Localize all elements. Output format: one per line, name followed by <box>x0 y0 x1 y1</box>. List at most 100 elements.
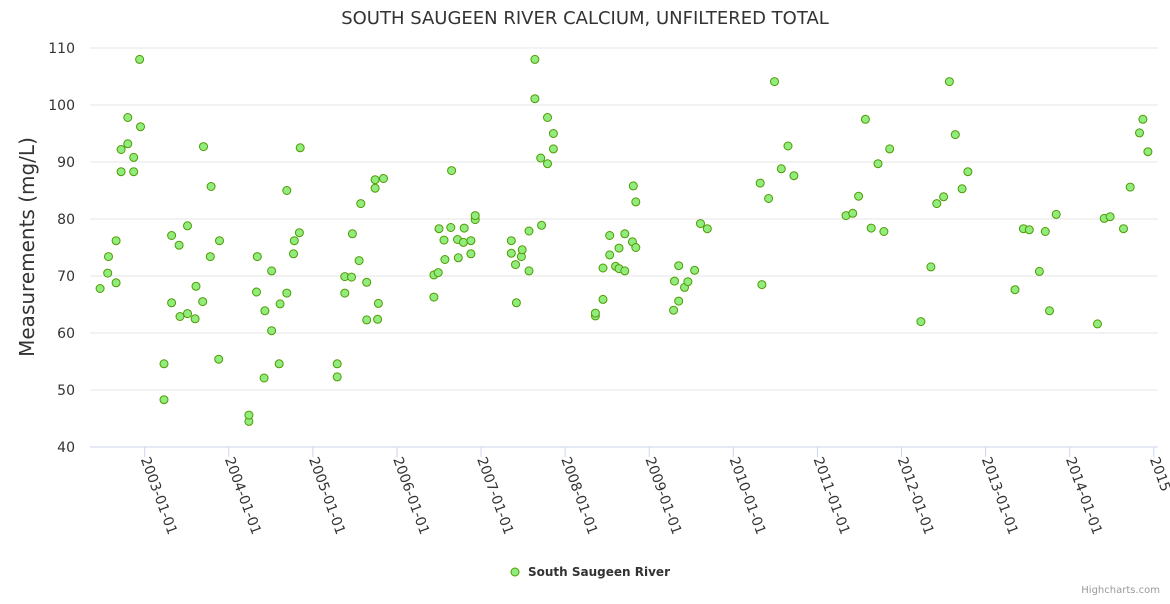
data-point[interactable] <box>282 186 292 195</box>
data-point[interactable] <box>175 312 185 321</box>
data-point[interactable] <box>690 265 700 275</box>
data-point[interactable] <box>1135 128 1144 138</box>
data-point[interactable] <box>104 252 113 262</box>
data-point[interactable] <box>620 266 630 276</box>
data-point[interactable] <box>590 308 600 318</box>
data-point[interactable] <box>885 144 895 154</box>
data-point[interactable] <box>957 184 967 194</box>
data-point[interactable] <box>362 277 372 287</box>
data-point[interactable] <box>434 224 444 234</box>
data-point[interactable] <box>340 288 350 298</box>
data-point[interactable] <box>783 141 793 151</box>
legend-symbol-icon[interactable] <box>510 567 520 577</box>
data-point[interactable] <box>1051 209 1061 219</box>
data-point[interactable] <box>854 191 864 201</box>
data-point[interactable] <box>598 294 608 304</box>
data-point[interactable] <box>466 236 476 246</box>
data-point[interactable] <box>267 326 277 336</box>
data-point[interactable] <box>136 122 145 132</box>
data-point[interactable] <box>429 292 439 302</box>
data-point[interactable] <box>379 174 388 183</box>
data-point[interactable] <box>433 268 443 278</box>
data-point[interactable] <box>347 229 357 239</box>
data-point[interactable] <box>466 249 476 259</box>
data-point[interactable] <box>1119 224 1128 234</box>
data-point[interactable] <box>116 167 126 177</box>
data-point[interactable] <box>135 54 145 64</box>
data-point[interactable] <box>259 373 269 383</box>
legend[interactable]: South Saugeen River <box>510 565 670 579</box>
data-point[interactable] <box>103 268 113 278</box>
data-point[interactable] <box>282 288 292 298</box>
data-point[interactable] <box>453 253 463 263</box>
data-point[interactable] <box>1143 147 1153 157</box>
data-point[interactable] <box>548 129 558 138</box>
data-point[interactable] <box>199 142 208 152</box>
data-point[interactable] <box>458 237 468 247</box>
data-points[interactable] <box>95 54 1153 426</box>
data-point[interactable] <box>524 226 534 236</box>
data-point[interactable] <box>214 354 224 364</box>
data-point[interactable] <box>167 231 177 240</box>
data-point[interactable] <box>267 266 277 276</box>
data-point[interactable] <box>631 243 641 252</box>
data-point[interactable] <box>506 248 516 258</box>
data-point[interactable] <box>873 159 883 169</box>
data-point[interactable] <box>111 278 121 288</box>
data-point[interactable] <box>950 130 960 140</box>
data-point[interactable] <box>129 167 139 177</box>
data-point[interactable] <box>191 281 201 291</box>
data-point[interactable] <box>620 229 630 239</box>
data-point[interactable] <box>244 410 254 420</box>
data-point[interactable] <box>605 250 615 260</box>
data-point[interactable] <box>370 175 380 185</box>
data-point[interactable] <box>1040 227 1050 236</box>
data-point[interactable] <box>789 171 799 181</box>
data-point[interactable] <box>159 395 169 405</box>
data-point[interactable] <box>755 178 765 188</box>
data-point[interactable] <box>1034 266 1044 276</box>
data-point[interactable] <box>1045 306 1054 316</box>
data-point[interactable] <box>183 309 192 319</box>
data-point[interactable] <box>252 252 262 262</box>
data-point[interactable] <box>511 298 521 308</box>
data-point[interactable] <box>332 372 342 382</box>
data-point[interactable] <box>167 298 177 308</box>
data-point[interactable] <box>944 77 954 87</box>
data-point[interactable] <box>198 297 208 307</box>
data-point[interactable] <box>696 219 705 229</box>
data-point[interactable] <box>1138 114 1148 124</box>
data-point[interactable] <box>159 359 169 369</box>
data-point[interactable] <box>506 236 516 246</box>
data-point[interactable] <box>440 255 450 264</box>
data-point[interactable] <box>605 231 615 240</box>
data-point[interactable] <box>116 145 126 154</box>
data-point[interactable] <box>517 245 527 255</box>
data-point[interactable] <box>373 314 383 324</box>
data-point[interactable] <box>548 144 558 154</box>
data-point[interactable] <box>123 113 133 122</box>
data-point[interactable] <box>543 113 552 122</box>
data-point[interactable] <box>206 182 216 191</box>
data-point[interactable] <box>190 314 200 324</box>
data-point[interactable] <box>95 284 105 293</box>
data-point[interactable] <box>294 228 304 238</box>
data-point[interactable] <box>1105 212 1115 222</box>
data-point[interactable] <box>356 199 366 209</box>
data-point[interactable] <box>963 167 973 177</box>
data-point[interactable] <box>702 224 712 234</box>
data-point[interactable] <box>614 243 624 253</box>
data-point[interactable] <box>373 298 383 308</box>
data-point[interactable] <box>275 299 285 309</box>
data-point[interactable] <box>764 194 774 203</box>
data-point[interactable] <box>174 240 184 250</box>
data-point[interactable] <box>446 223 456 232</box>
data-point[interactable] <box>129 152 139 162</box>
data-point[interactable] <box>598 263 608 273</box>
data-point[interactable] <box>674 296 684 306</box>
data-point[interactable] <box>295 143 305 153</box>
data-point[interactable] <box>260 306 270 316</box>
data-point[interactable] <box>1125 182 1135 192</box>
data-point[interactable] <box>252 287 261 297</box>
data-point[interactable] <box>916 317 926 327</box>
